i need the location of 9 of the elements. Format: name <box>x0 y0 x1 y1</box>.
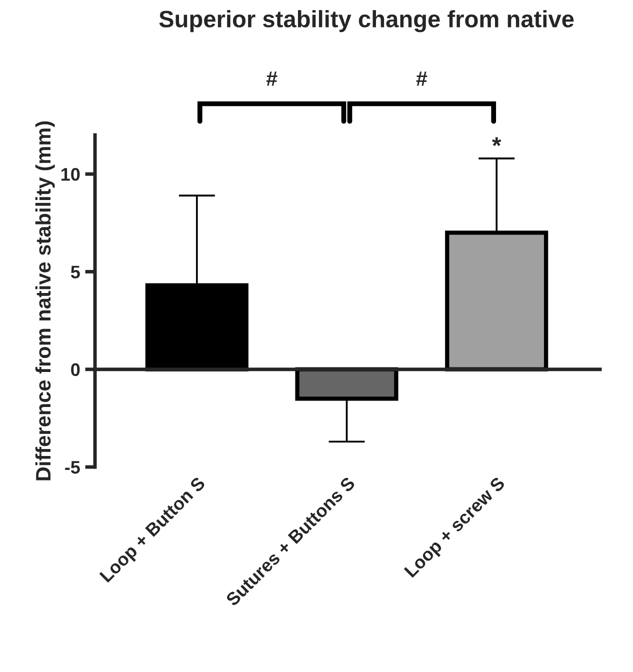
y-tick-label: -5 <box>65 461 80 474</box>
text: # <box>266 72 278 86</box>
text: # <box>416 72 428 86</box>
annotation: * <box>492 137 502 146</box>
chart-title: Superior stability change from native <box>159 10 574 32</box>
y-tick-label: 10 <box>61 168 80 181</box>
y-tick-label: 0 <box>71 363 80 376</box>
y-axis-title: Difference from native stability (mm) <box>35 121 55 480</box>
y-tick-label: 5 <box>70 266 80 278</box>
